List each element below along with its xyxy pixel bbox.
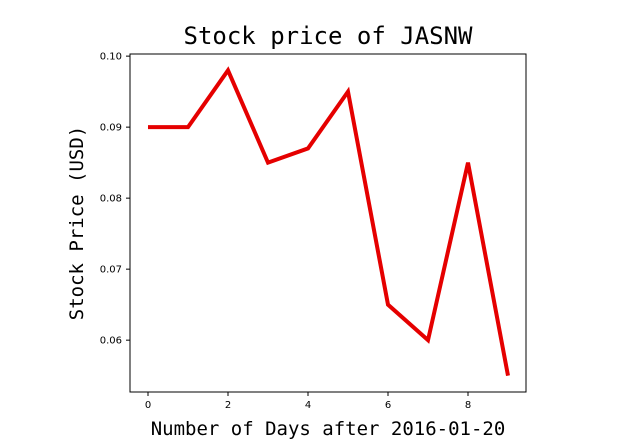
x-axis-label: Number of Days after 2016-01-20	[151, 418, 506, 440]
x-tick-label: 8	[465, 400, 471, 411]
chart-title: Stock price of JASNW	[184, 22, 474, 50]
y-axis-label: Stock Price (USD)	[66, 126, 88, 320]
x-tick-label: 0	[145, 400, 151, 411]
series-line	[148, 66, 510, 377]
x-axis: 0 2 4 6 8	[145, 392, 471, 411]
y-tick-label: 0.06	[100, 336, 122, 347]
y-tick-label: 0.10	[100, 52, 122, 63]
plot-frame	[129, 53, 527, 393]
y-tick-label: 0.09	[100, 123, 122, 134]
y-tick-label: 0.08	[100, 194, 122, 205]
x-tick-label: 6	[385, 400, 391, 411]
y-tick-label: 0.07	[100, 265, 122, 276]
x-tick-label: 2	[225, 400, 231, 411]
plot-area: 0 2 4 6 8 0.06 0.07 0.08 0.09 0.10	[100, 52, 527, 411]
series-layer	[147, 66, 510, 377]
y-axis: 0.06 0.07 0.08 0.09 0.10	[100, 52, 130, 347]
x-tick-label: 4	[305, 400, 311, 411]
